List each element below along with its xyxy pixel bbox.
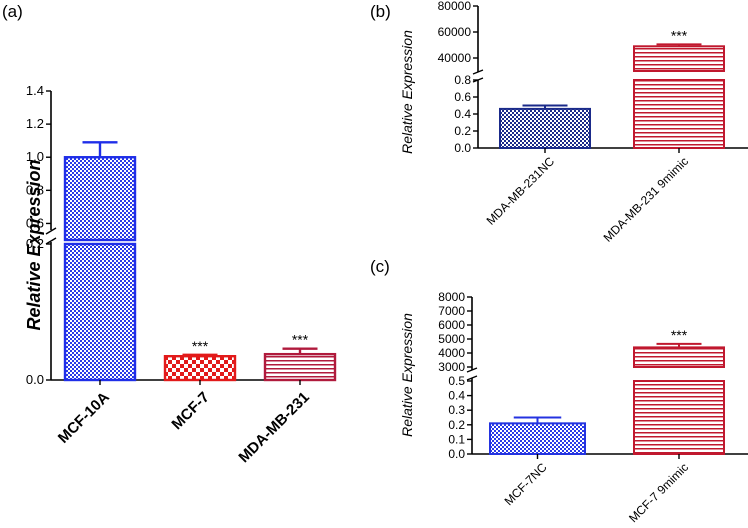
bar-lower-mda-mb-231-9mimic [633,79,725,149]
y-tick-label: 8000 [438,290,465,304]
panel-label-b: (b) [370,2,391,21]
x-category-label: MDA-MB-231 [235,389,312,466]
bars-c: *** [489,327,725,455]
x-category-label: MCF-7NC [502,460,550,508]
y-tick-label: 6000 [438,318,465,332]
bar-upper-mcf-10a [63,156,137,242]
bar-mda-mb-231 [263,352,337,382]
significance-marker: *** [671,27,688,43]
y-tick-label: 3000 [438,360,465,374]
y-ticks-lower-a: 0.0 0.2 [26,236,51,387]
y-ticks-upper-a: 0.6 0.8 1.0 1.2 1.4 [26,83,51,230]
y-tick-label: 7000 [438,304,465,318]
y-tick-label: 0.4 [454,107,471,121]
y-tick-label: 1.4 [26,83,44,98]
y-tick-label: 0.8 [454,73,471,87]
significance-marker: *** [192,338,209,354]
bar-upper-mcf-7-9mimic [633,346,725,368]
y-tick-label: 0.5 [448,374,465,388]
y-tick-label: 0.8 [26,182,44,197]
y-ticks-upper-b: 40000 60000 80000 [438,0,478,65]
bars-a: *** *** [63,141,337,382]
panel-c: (c) Relative Expression 0.00.10.20.30.40… [370,257,748,525]
panel-a: (a) Relative Expression 0.0 0.2 0.6 0.8 1.0… [2,2,337,466]
significance-marker: *** [671,327,688,343]
bar-mda-mb-231nc [499,107,591,149]
significance-marker: *** [292,332,309,348]
y-ticks-lower-c: 0.00.10.20.30.40.5 [448,374,472,461]
y-tick-label: 0.2 [448,418,465,432]
panel-label-a: (a) [2,2,23,21]
x-categories-c: MCF-7NC MCF-7 9mimic [502,454,691,525]
y-tick-label: 1.2 [26,116,44,131]
panel-label-c: (c) [370,257,390,276]
bar-mcf-7 [163,355,237,382]
y-tick-label: 40000 [438,51,472,65]
axis-break-c [466,367,478,381]
y-tick-label: 5000 [438,332,465,346]
y-tick-label: 0.0 [448,447,465,461]
bar-upper-mda-mb-231-9mimic [633,45,725,72]
bar-lower-mcf-7-9mimic [633,380,725,455]
bar-lower-mcf-10a [63,242,137,382]
axis-break-a [45,227,57,245]
y-ticks-lower-b: 0.0 0.2 0.4 0.6 0.8 [454,73,478,155]
x-category-label: MCF-10A [55,389,113,447]
y-tick-label: 0.6 [26,215,44,230]
y-axis-label-a: Relative Expression [24,159,44,330]
y-tick-label: 0.2 [26,236,44,251]
x-category-label: MCF-7 [168,389,212,433]
y-tick-label: 0.0 [26,372,44,387]
y-tick-label: 0.6 [454,90,471,104]
y-tick-label: 60000 [438,25,472,39]
x-categories-b: MDA-MB-231NC MDA-MB-231 9mimic [484,148,692,245]
panel-b: (b) Relative Expression 0.00.20.40.60.8 … [370,0,748,245]
x-category-label: MDA-MB-231NC [484,154,558,228]
y-tick-label: 0.4 [448,389,465,403]
y-tick-label: 0.0 [454,141,471,155]
bars-b: *** [499,27,725,149]
x-categories-a: MCF-10A MCF-7 MDA-MB-231 [55,380,313,466]
x-category-label: MDA-MB-231 9mimic [601,154,692,245]
bar-mcf-7nc [489,422,586,455]
y-tick-label: 4000 [438,346,465,360]
y-tick-label: 0.3 [448,403,465,417]
y-axis-label-c: Relative Expression [399,313,415,437]
y-tick-label: 0.2 [454,124,471,138]
y-axis-label-b: Relative Expression [399,30,415,154]
x-category-label: MCF-7 9mimic [626,460,691,525]
y-tick-label: 0.1 [448,432,465,446]
y-tick-label: 1.0 [26,149,44,164]
y-tick-label: 80000 [438,0,472,13]
